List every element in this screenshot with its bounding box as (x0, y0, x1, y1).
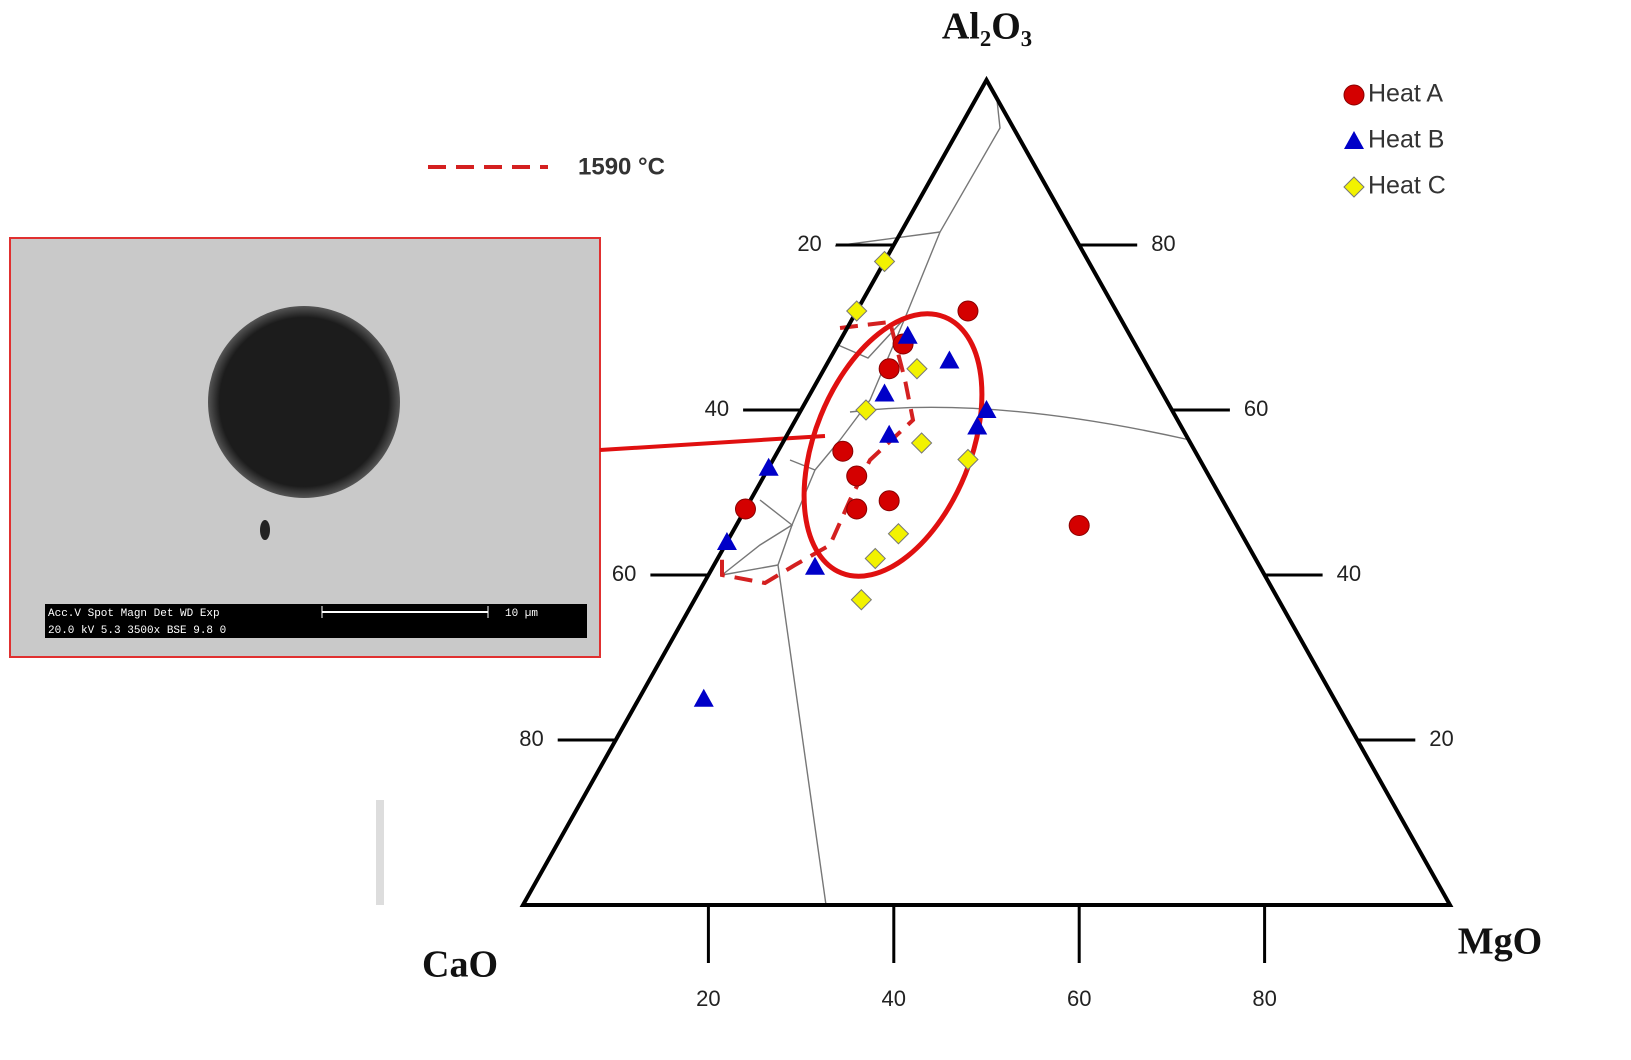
data-point (865, 549, 885, 569)
tick-label: 60 (1244, 396, 1268, 421)
data-point (847, 466, 867, 486)
phase-boundaries (722, 100, 1190, 905)
data-point (879, 491, 899, 511)
tick-label: 20 (1429, 726, 1453, 751)
tick-label: 80 (1151, 231, 1175, 256)
apex-label: MgO (1458, 921, 1542, 963)
data-point (912, 433, 932, 453)
tick-label: 40 (1337, 561, 1361, 586)
data-point (847, 301, 867, 321)
tick-label: 60 (1067, 986, 1091, 1011)
legend-marker (1344, 177, 1364, 197)
sem-header: Acc.V Spot Magn Det WD Exp (48, 608, 220, 620)
boundary (790, 460, 815, 470)
tick-label: 20 (696, 986, 720, 1011)
data-point (717, 532, 737, 550)
data-point (856, 400, 876, 420)
isotherm-label: 1590 °C (578, 153, 665, 180)
data-point (851, 590, 871, 610)
tick-label: 40 (705, 396, 729, 421)
data-point (879, 359, 899, 379)
data-point (967, 417, 987, 435)
tick-label: 80 (1252, 986, 1276, 1011)
inclusion (208, 306, 400, 498)
legend-marker (1344, 131, 1364, 149)
legend-label: Heat A (1368, 80, 1443, 108)
data-point (694, 689, 714, 707)
boundary (722, 500, 792, 575)
tick-label: 60 (612, 561, 636, 586)
data-point (833, 441, 853, 461)
data-point (875, 252, 895, 272)
tick-label: 20 (797, 231, 821, 256)
apex-label: Al₂O₃ (942, 6, 1032, 48)
particle (260, 520, 270, 540)
connector (600, 436, 825, 450)
triangle-frame (523, 80, 1450, 905)
scale-label: 10 µm (505, 608, 538, 620)
legend-label: Heat C (1368, 172, 1446, 200)
data-point (958, 301, 978, 321)
data-point (759, 458, 779, 476)
sem-settings: 20.0 kV 5.3 3500x BSE 9.8 0 (48, 625, 226, 637)
tick-label: 40 (882, 986, 906, 1011)
data-point (847, 499, 867, 519)
legend-marker (1344, 85, 1364, 105)
chart: Acc.V Spot Magn Det WD Exp 20.0 kV 5.3 3… (0, 0, 1631, 1055)
boundary (850, 407, 1190, 440)
data-point (735, 499, 755, 519)
tick-label: 80 (519, 726, 543, 751)
apex-label: CaO (422, 944, 498, 986)
legend-label: Heat B (1368, 126, 1444, 154)
data-point (888, 524, 908, 544)
data-point (1069, 516, 1089, 536)
data-point (875, 384, 895, 402)
data-point (907, 359, 927, 379)
data-point (939, 351, 959, 369)
